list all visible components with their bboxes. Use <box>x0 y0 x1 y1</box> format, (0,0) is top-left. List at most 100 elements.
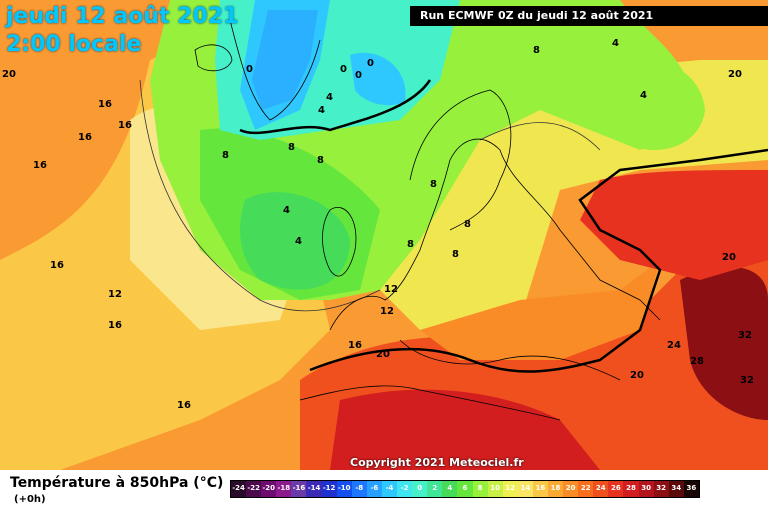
map-label: 8 <box>288 142 295 153</box>
scale-label: -2 <box>400 484 409 492</box>
contour-line-20 <box>309 148 768 373</box>
scale-label: -14 <box>307 484 321 492</box>
map-label: 4 <box>283 205 290 216</box>
scale-label: -12 <box>322 484 336 492</box>
scale-label: 30 <box>641 484 651 492</box>
map-label: 4 <box>326 92 333 103</box>
scale-label: 16 <box>535 484 546 492</box>
color-scale: -24 -22 -20 -18 -16 -14 -12 -10 -8 -6 -4 -2 0 2 4 6 8 10 1… <box>230 480 700 498</box>
scale-label: 4 <box>447 484 453 492</box>
coastline-uk <box>322 207 357 277</box>
scale-label: -16 <box>292 484 306 492</box>
map-label: 4 <box>295 236 302 247</box>
scale-swatch: 34 <box>668 481 684 497</box>
map-label: 16 <box>50 260 64 271</box>
map-label: 24 <box>667 340 681 351</box>
map-label: 28 <box>690 356 704 367</box>
map-label: 16 <box>33 160 47 171</box>
scale-swatch: 2 <box>427 481 443 497</box>
coastline-scandinavia <box>409 89 512 231</box>
scale-swatch: 8 <box>472 481 488 497</box>
scale-label: 24 <box>595 484 606 492</box>
scale-label: 8 <box>477 484 483 492</box>
field-orange-mid <box>420 260 660 360</box>
map-label: 12 <box>384 284 398 295</box>
map-label: 4 <box>612 38 619 49</box>
map-label: 0 <box>340 64 347 75</box>
contour-line-cold <box>239 79 432 135</box>
scale-label: 0 <box>417 484 423 492</box>
scale-swatch: 28 <box>623 481 639 497</box>
contour-line-thin-1 <box>139 79 381 312</box>
scale-swatch: -6 <box>366 481 382 497</box>
scale-swatch: -20 <box>261 481 277 497</box>
map-label: 8 <box>317 155 324 166</box>
scale-swatch: -14 <box>306 481 322 497</box>
map-label: 8 <box>464 219 471 230</box>
scale-swatch: -24 <box>231 481 247 497</box>
map-label: 16 <box>78 132 92 143</box>
scale-swatch: -16 <box>291 481 307 497</box>
field-cyan-svalbard <box>350 52 406 106</box>
field-red-russia-south <box>580 170 768 280</box>
scale-swatch: -12 <box>321 481 337 497</box>
scale-label: 18 <box>550 484 561 492</box>
map-label: 12 <box>108 289 122 300</box>
scale-label: 20 <box>565 484 576 492</box>
coastline-greenland <box>229 19 321 121</box>
map-label: 8 <box>407 239 414 250</box>
coastline-iceland <box>194 44 233 72</box>
scale-swatch: 36 <box>683 481 699 497</box>
scale-swatch: 0 <box>412 481 428 497</box>
scale-swatch: 18 <box>547 481 564 497</box>
scale-label: -6 <box>370 484 379 492</box>
map-label: 20 <box>630 370 644 381</box>
map-label: 16 <box>98 99 112 110</box>
scale-label: 12 <box>505 484 516 492</box>
map-label: 0 <box>246 64 253 75</box>
scale-label: -22 <box>247 484 260 492</box>
map-label: 0 <box>355 70 362 81</box>
map-label: 8 <box>222 150 229 161</box>
scale-label: 14 <box>520 484 531 492</box>
scale-label: 10 <box>490 484 501 492</box>
scale-label: 28 <box>626 484 636 492</box>
scale-swatch: 12 <box>502 481 518 497</box>
scale-swatch: 4 <box>442 481 458 497</box>
legend-bar: Température à 850hPa (°C) (+0h) -24 -22 -2… <box>0 470 768 512</box>
scale-swatch: 22 <box>578 481 594 497</box>
map-label: 32 <box>740 375 754 386</box>
map-title-time: 2:00 locale <box>6 32 142 57</box>
scale-label: 34 <box>671 484 682 492</box>
map-label: 16 <box>108 320 122 331</box>
map-label: 20 <box>728 69 742 80</box>
scale-label: -10 <box>337 484 351 492</box>
scale-label: -20 <box>262 484 276 492</box>
field-cyan-greenland-core <box>252 10 318 110</box>
temperature-map: 20 16 16 16 16 16 12 16 16 16 20 0 0 0 0… <box>0 0 768 470</box>
scale-swatch: -10 <box>336 481 352 497</box>
map-label: 0 <box>367 58 374 69</box>
scale-label: -18 <box>277 484 291 492</box>
scale-swatch: 24 <box>593 481 609 497</box>
scale-swatch: -18 <box>276 481 292 497</box>
scale-swatch: -8 <box>351 481 367 497</box>
scale-swatch: -4 <box>381 481 398 497</box>
scale-label: 32 <box>656 484 667 492</box>
run-banner: Run ECMWF 0Z du jeudi 12 août 2021 <box>410 6 768 26</box>
scale-swatch: 26 <box>608 481 624 497</box>
contour-line-thin-2 <box>479 122 601 151</box>
map-label: 4 <box>640 90 647 101</box>
map-label: 20 <box>376 349 390 360</box>
scale-swatch: 6 <box>457 481 473 497</box>
map-label: 8 <box>533 45 540 56</box>
field-darkred-africa <box>330 389 600 470</box>
scale-swatch: -2 <box>397 481 413 497</box>
scale-label: 22 <box>580 484 591 492</box>
copyright-text: Copyright 2021 Meteociel.fr <box>350 456 524 469</box>
field-green-east <box>596 56 705 151</box>
map-label: 12 <box>380 306 394 317</box>
legend-title: Température à 850hPa (°C) <box>10 475 224 491</box>
scale-label: 26 <box>611 484 621 492</box>
